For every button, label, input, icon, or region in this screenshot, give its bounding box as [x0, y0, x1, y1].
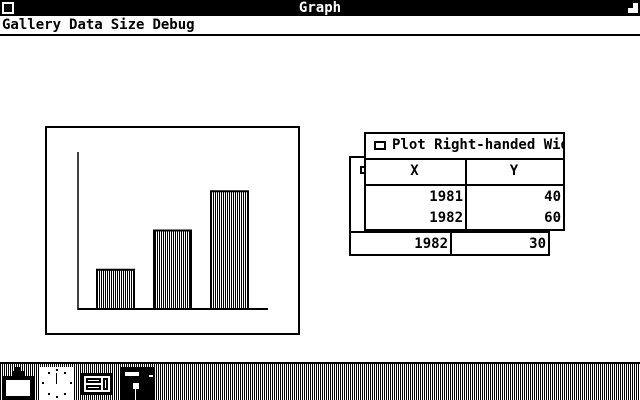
table-row[interactable]: 1981 40 — [366, 184, 563, 207]
close-box-icon[interactable] — [2, 2, 14, 14]
chart-window[interactable] — [45, 126, 300, 335]
y-cell[interactable]: 30 — [529, 236, 546, 252]
x-cell[interactable]: 1982 — [366, 207, 467, 229]
bar — [153, 229, 192, 310]
table-row[interactable]: 1982 30 — [351, 231, 548, 256]
x-cell[interactable]: 1982 — [351, 233, 452, 256]
table-title-bar[interactable]: Plot Right-handed Wid — [366, 134, 563, 158]
clock-icon[interactable] — [40, 367, 74, 400]
menu-debug[interactable]: Debug — [152, 17, 195, 33]
table-title: Plot Right-handed Wid — [392, 137, 563, 153]
bar-chart — [77, 152, 268, 310]
panel-icon[interactable] — [81, 367, 113, 400]
x-cell[interactable]: 1981 — [366, 186, 467, 207]
disk-icon[interactable] — [121, 367, 155, 400]
table-header: X Y — [366, 158, 563, 184]
close-box-icon[interactable] — [374, 141, 386, 150]
y-cell[interactable]: 60 — [544, 210, 561, 226]
title-bar[interactable]: Graph — [0, 0, 640, 16]
data-table-window[interactable]: Plot Right-handed Wid X Y 1981 40 1982 6… — [364, 132, 565, 231]
zoom-box-icon[interactable] — [628, 3, 638, 13]
clipboard-icon[interactable] — [2, 367, 34, 400]
column-header-x: X — [366, 160, 467, 184]
taskbar — [0, 362, 640, 400]
menu-gallery[interactable]: Gallery — [2, 17, 62, 33]
column-header-y: Y — [509, 163, 519, 179]
table-row[interactable]: 1982 60 — [366, 207, 563, 229]
bar — [210, 190, 249, 310]
window-title: Graph — [298, 0, 342, 16]
y-cell[interactable]: 40 — [544, 189, 561, 205]
menu-size[interactable]: Size — [110, 17, 145, 33]
bar — [96, 268, 135, 310]
menu-bar: Gallery Data Size Debug — [0, 16, 640, 36]
menu-data[interactable]: Data — [69, 17, 103, 33]
